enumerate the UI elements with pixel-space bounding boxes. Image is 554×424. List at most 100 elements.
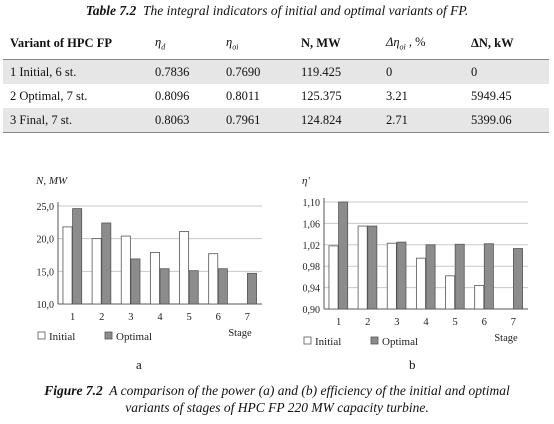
bar-optimal [188,270,199,305]
y-tick-label: 10,0 [37,300,55,311]
bar-optimal [367,225,378,310]
bar-optimal [130,258,141,305]
legend-label-optimal: Optimal [382,336,418,348]
bar-initial [120,235,131,305]
header-power: N, MW [294,27,379,60]
legend-label-initial: Initial [315,336,341,348]
header-variant: Variant of HPC FP [3,27,148,60]
table-cell: 0.8096 [148,83,219,108]
bar-initial [91,238,102,305]
figure-caption-label: Figure 7.2 [44,383,103,398]
table-cell: 0.7836 [148,59,219,84]
bar-optimal [513,248,523,310]
legend-label-optimal: Optimal [116,331,152,343]
bar-initial [445,275,456,310]
header-delta-eta: Δηoi , % [379,27,464,60]
bar-initial [208,253,219,305]
bar-initial [149,251,160,305]
bar-optimal [101,222,112,305]
bar-initial [474,285,485,310]
table-row: 3 Final, 7 st. 0.8063 0.7961 124.824 2.71 539… [3,107,549,133]
x-tick-label: 4 [423,317,429,328]
x-tick-label: 1 [336,317,341,328]
y-tick-label: 1,06 [303,219,321,230]
table-cell: 0.8011 [219,83,294,108]
bar-optimal [72,208,83,305]
header-delta-power: ΔN, kW [464,27,549,60]
y-tick-label: 0,90 [303,305,321,316]
table-cell: 0.8063 [148,107,219,133]
table-caption-label: Table 7.2 [85,3,137,18]
bar-initial [415,257,426,310]
bar-optimal [217,268,228,305]
y-tick-label: 1,10 [303,198,321,209]
x-tick-label: 6 [216,312,221,323]
x-tick-label: 4 [157,312,163,323]
y-axis-label: η' [302,175,310,187]
x-axis-label: Stage [228,328,252,339]
subfigure-label-a: a [136,357,142,372]
table-row: 2 Optimal, 7 st. 0.8096 0.8011 125.375 3.21 5… [3,83,549,108]
table-caption: Table 7.2 The integral indicators of ini… [0,3,554,19]
x-tick-label: 5 [453,317,458,328]
legend-swatch-initial [37,331,46,340]
x-tick-label: 7 [245,312,250,323]
y-tick-label: 0,98 [303,262,321,273]
subfigure-label-b: b [409,357,416,372]
bar-optimal [159,268,170,305]
figure-caption: Figure 7.2 A comparison of the power (a)… [0,382,554,416]
table-cell: 5949.45 [464,83,549,108]
bar-initial [386,242,397,310]
table-cell: 0 [464,59,549,84]
table-cell: 5399.06 [464,107,549,133]
power-bar-chart: N, MW 10,0 15,0 20,0 25,0 1 2 3 4 5 6 7 Stage Initial… [35,175,262,343]
bar-initial [328,245,339,310]
table-caption-text: The integral indicators of initial and o… [142,3,469,18]
bar-optimal [454,243,465,310]
table-row: 1 Initial, 6 st. 0.7836 0.7690 119.425 0 0 [3,59,549,84]
x-axis-label: Stage [494,333,518,344]
y-axis-label: N, MW [35,175,68,187]
bar-initial [62,226,73,305]
header-eta-d: ηd [148,27,219,60]
table-cell: 124.824 [294,107,379,133]
y-tick-label: 20,0 [37,235,55,246]
x-tick-label: 2 [365,317,370,328]
x-tick-label: 5 [187,312,192,323]
x-tick-label: 2 [99,312,104,323]
figure-caption-line2: variants of stages of HPC FP 220 MW capa… [125,400,429,415]
x-tick-label: 3 [394,317,399,328]
y-tick-label: 25,0 [37,202,55,213]
figure-caption-line1: A comparison of the power (a) and (b) ef… [109,383,510,398]
bar-optimal [425,244,436,310]
legend-label-initial: Initial [49,331,75,343]
bar-optimal [396,241,407,310]
legend-swatch-optimal [104,331,113,340]
y-tick-label: 0,94 [303,284,321,295]
indicators-table: Variant of HPC FP ηd ηoi N, MW Δηoi , % … [3,27,549,133]
x-tick-label: 1 [70,312,75,323]
header-eta-oi: ηoi [219,27,294,60]
y-tick-label: 15,0 [37,267,55,278]
x-tick-label: 6 [482,317,487,328]
table-cell: 0.7961 [219,107,294,133]
bar-optimal [247,272,257,305]
table-cell: 119.425 [294,59,379,84]
x-tick-label: 3 [128,312,133,323]
table-cell: 1 Initial, 6 st. [3,59,148,84]
table-cell: 3 Final, 7 st. [3,107,148,133]
table-header-row: Variant of HPC FP ηd ηoi N, MW Δηoi , % … [3,27,549,60]
y-tick-label: 1,02 [303,241,321,252]
legend-swatch-optimal [370,336,379,345]
bar-initial [357,225,368,310]
efficiency-bar-chart: η' 0,90 0,94 0,98 1,02 1,06 1,10 1 2 3 4 5 6 7 Stage In… [302,175,528,348]
table-cell: 2.71 [379,107,464,133]
x-tick-label: 7 [511,317,516,328]
legend-swatch-initial [303,336,312,345]
table-cell: 125.375 [294,83,379,108]
table-cell: 0.7690 [219,59,294,84]
table-cell: 0 [379,59,464,84]
bar-optimal [483,243,494,310]
bar-optimal [338,201,349,310]
table-cell: 3.21 [379,83,464,108]
